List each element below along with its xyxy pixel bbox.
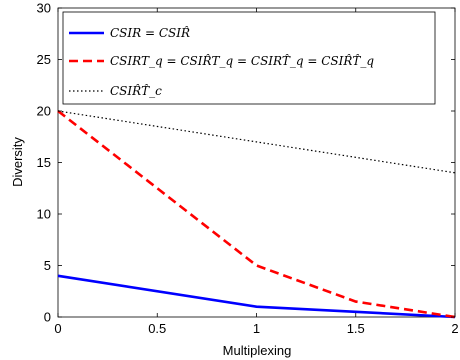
- legend-entry-2: CSIR̂T̂_c: [110, 83, 162, 98]
- x-tick-label-4: 2: [451, 321, 458, 336]
- y-tick-label-4: 20: [37, 104, 51, 119]
- y-tick-label-2: 10: [37, 207, 51, 222]
- legend: CSIR = CSIR̂ CSIRT_q = CSIR̂T_q = CSIRT̂…: [62, 11, 436, 105]
- x-tick-label-3: 1.5: [347, 321, 365, 336]
- y-tick-label-3: 15: [37, 155, 51, 170]
- y-tick-label-0: 0: [44, 310, 51, 325]
- x-tick-label-1: 0.5: [148, 321, 166, 336]
- x-tick-label-0: 0: [54, 321, 61, 336]
- series-line-0: [57, 274, 456, 319]
- y-tick-label-1: 5: [44, 258, 51, 273]
- y-axis-label: Diversity: [10, 137, 25, 187]
- series-line-1: [57, 109, 456, 319]
- y-tick-label-5: 25: [37, 52, 51, 67]
- legend-entry-0: CSIR = CSIR̂: [110, 25, 190, 40]
- x-axis-label: Multiplexing: [223, 343, 292, 358]
- x-tick-label-2: 1: [253, 321, 260, 336]
- series-line-2: [57, 110, 456, 174]
- legend-entry-1: CSIRT_q = CSIR̂T_q = CSIRT̂_q = CSIR̂T̂_…: [110, 53, 374, 68]
- y-tick-label-6: 30: [37, 1, 51, 16]
- legend-box: [62, 11, 436, 105]
